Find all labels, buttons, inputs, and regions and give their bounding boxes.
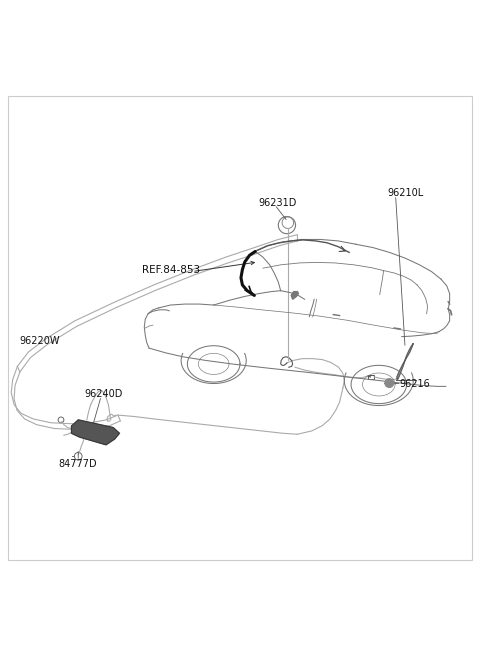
Text: 96216: 96216 xyxy=(399,379,430,390)
Text: 84777D: 84777D xyxy=(58,459,97,470)
Text: 96231D: 96231D xyxy=(258,197,297,207)
Text: REF.84-853: REF.84-853 xyxy=(142,264,200,275)
Circle shape xyxy=(385,379,394,387)
Polygon shape xyxy=(291,292,299,299)
Text: 96220W: 96220W xyxy=(20,337,60,346)
Polygon shape xyxy=(72,420,120,445)
Text: 96240D: 96240D xyxy=(84,389,123,399)
Text: 96210L: 96210L xyxy=(387,188,424,198)
Bar xyxy=(368,375,374,379)
Polygon shape xyxy=(397,343,413,380)
